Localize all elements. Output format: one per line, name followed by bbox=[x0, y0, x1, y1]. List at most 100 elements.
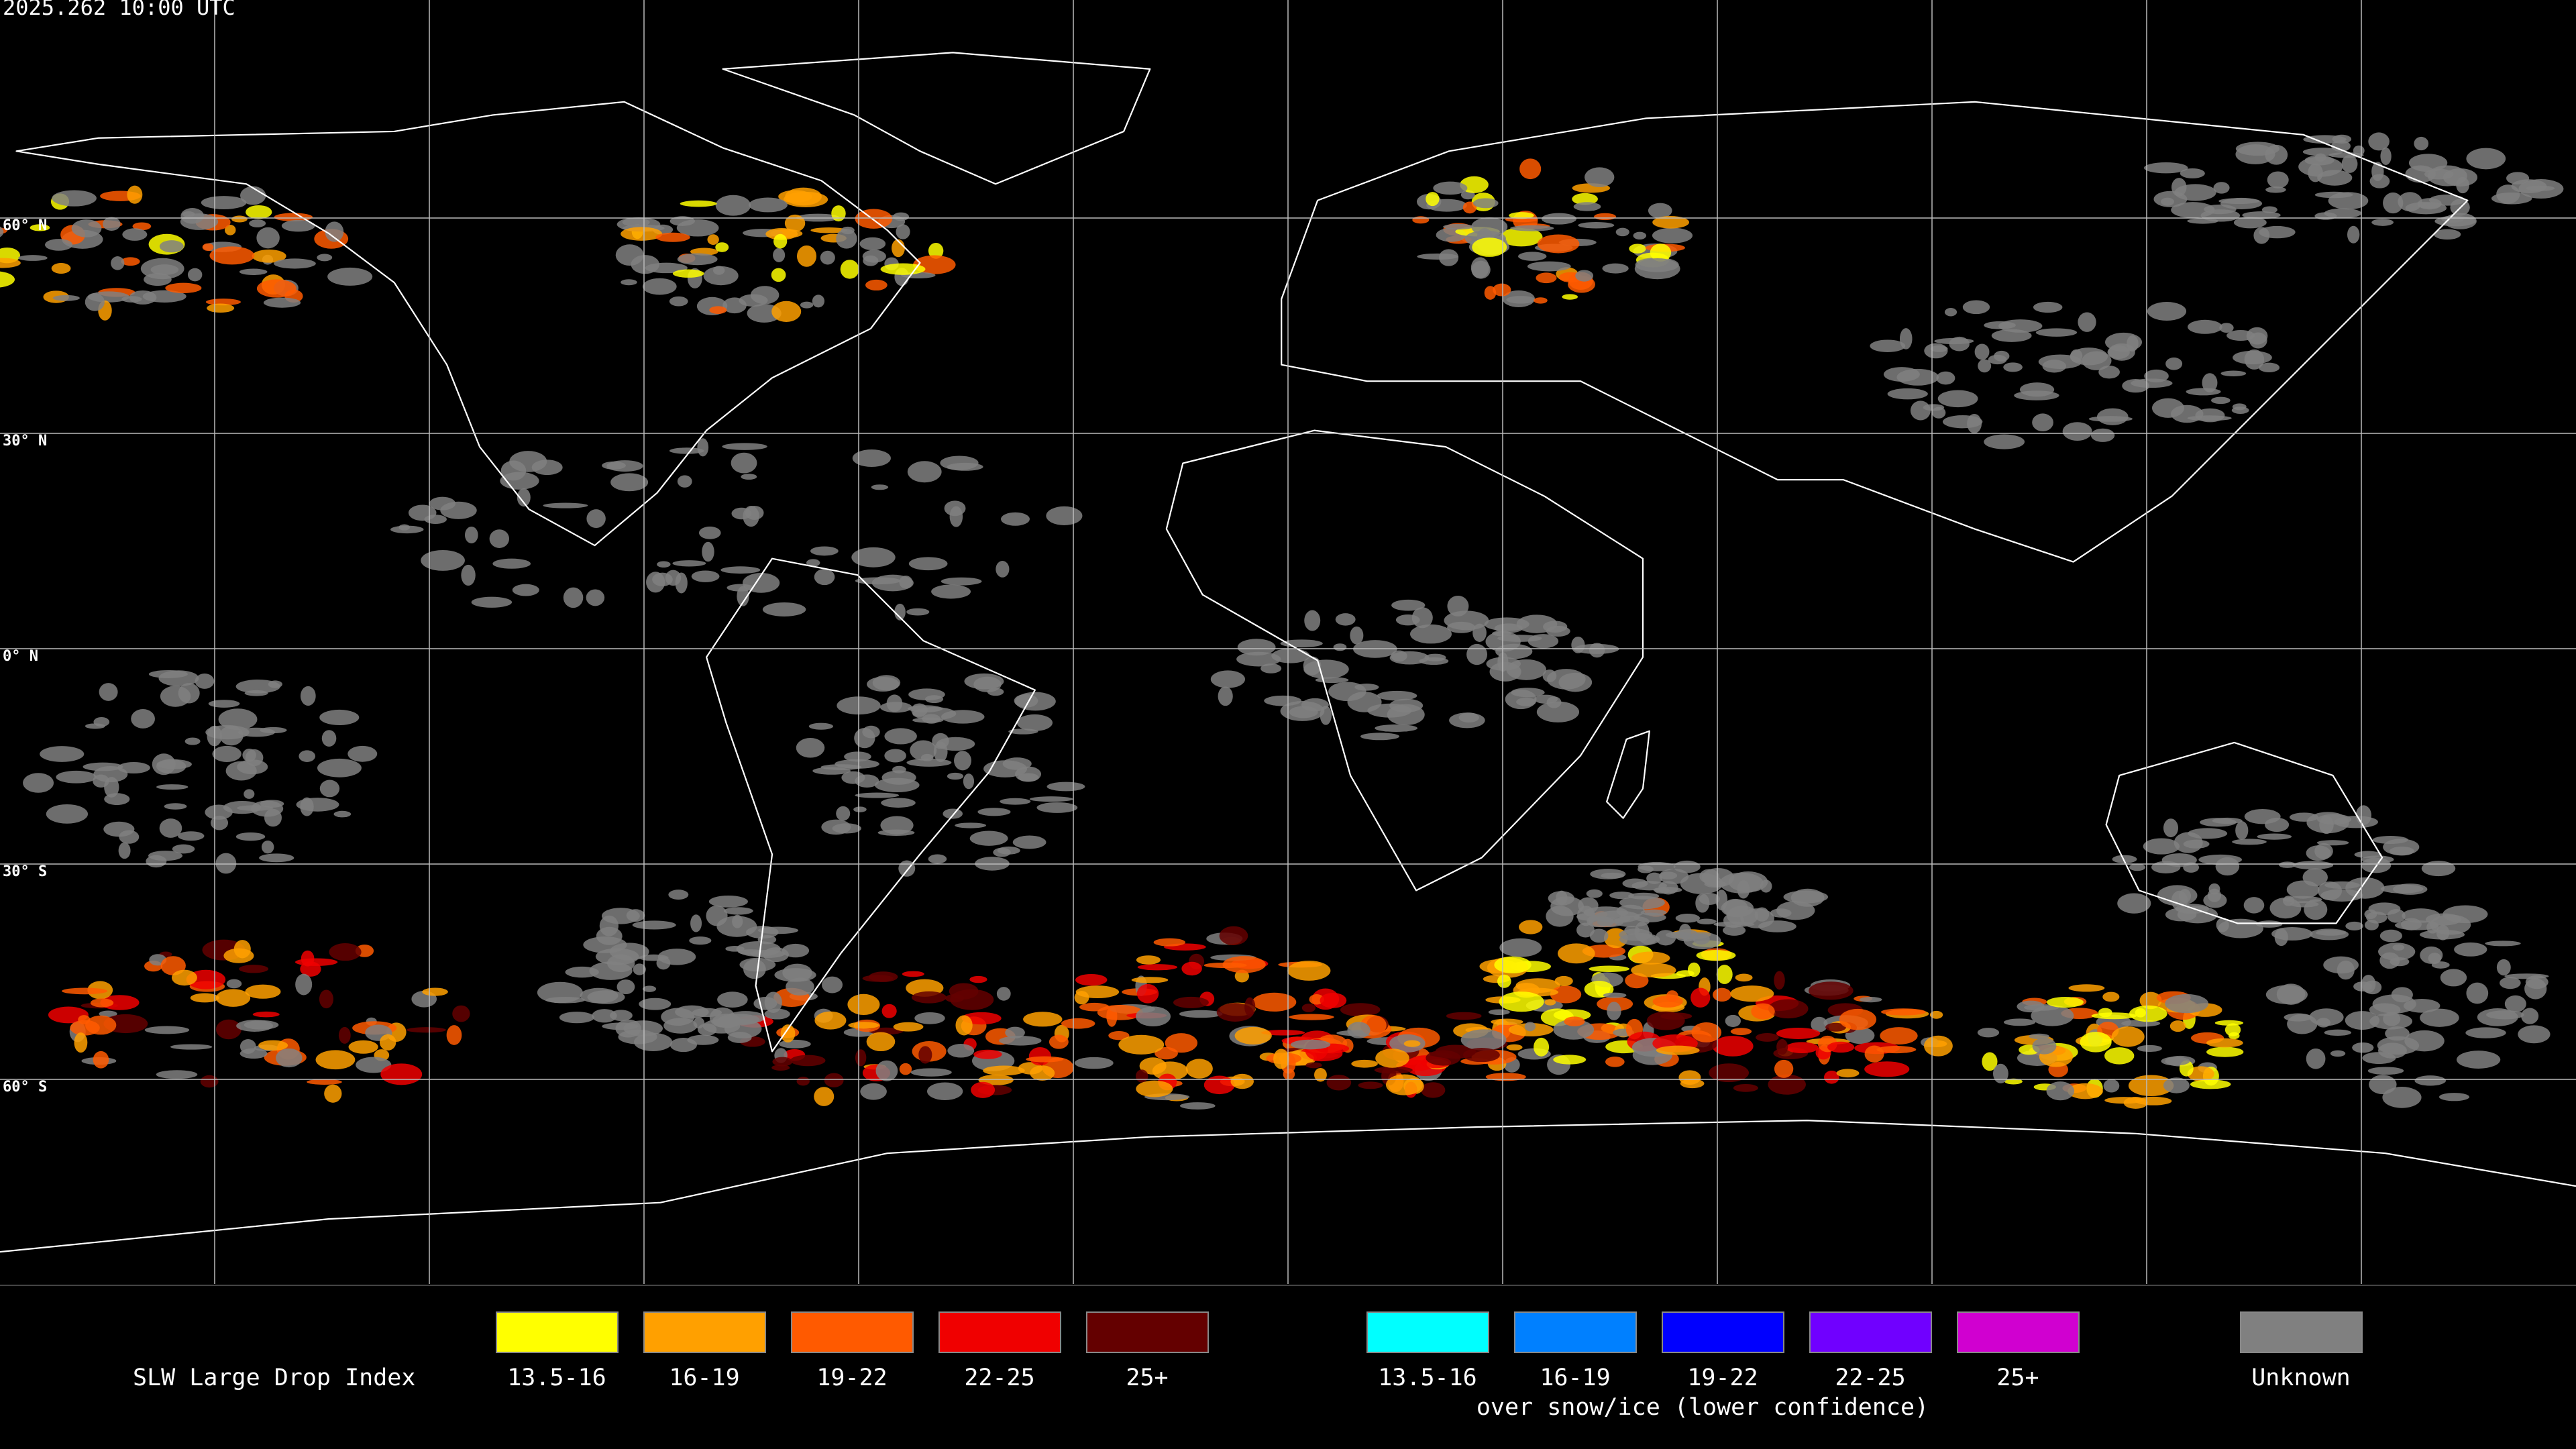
cloud-patch bbox=[1506, 296, 1536, 304]
cloud-patch bbox=[855, 209, 893, 229]
cloud-patch bbox=[1864, 1061, 1910, 1077]
cloud-patch bbox=[2104, 1047, 2135, 1065]
cloud-patch bbox=[1870, 339, 1906, 352]
cloud-patch bbox=[2369, 1013, 2413, 1030]
cloud-patch bbox=[1173, 996, 1209, 1008]
cloud-patch bbox=[616, 979, 635, 995]
legend-swatch bbox=[496, 1311, 619, 1353]
cloud-patch bbox=[1553, 1019, 1595, 1040]
cloud-patch bbox=[1446, 1012, 1482, 1020]
cloud-patch bbox=[2417, 198, 2442, 210]
cloud-patch bbox=[796, 1076, 810, 1086]
cloud-patch bbox=[164, 803, 187, 810]
cloud-patch bbox=[847, 994, 880, 1016]
cloud-patch bbox=[2122, 378, 2150, 393]
cloud-patch bbox=[899, 1063, 912, 1075]
cloud-patch bbox=[672, 560, 706, 567]
cloud-patch bbox=[1536, 272, 1557, 284]
cloud-patch bbox=[806, 559, 820, 567]
cloud-patch bbox=[1466, 643, 1488, 665]
cloud-patch bbox=[762, 602, 806, 616]
cloud-patch bbox=[881, 1004, 897, 1018]
cloud-patch bbox=[987, 688, 1004, 696]
cloud-patch bbox=[2226, 330, 2255, 341]
cloud-patch bbox=[1234, 1026, 1272, 1044]
cloud-patch bbox=[2500, 977, 2521, 989]
cloud-patch bbox=[150, 264, 179, 275]
cloud-patch bbox=[1518, 252, 1547, 261]
graticule bbox=[0, 0, 2576, 1284]
cloud-patch bbox=[708, 895, 748, 908]
cloud-patch bbox=[195, 674, 215, 689]
cloud-patch bbox=[274, 213, 313, 221]
cloud-patch bbox=[2345, 921, 2363, 930]
cloud-patch bbox=[212, 745, 241, 762]
cloud-patch bbox=[1499, 938, 1542, 957]
cloud-patch bbox=[559, 1012, 594, 1024]
cloud-patch bbox=[1463, 1047, 1500, 1063]
cloud-patch bbox=[317, 758, 362, 777]
cloud-patch bbox=[2070, 347, 2108, 366]
cloud-patch bbox=[2231, 407, 2249, 414]
cloud-patch bbox=[563, 587, 584, 608]
cloud-patch bbox=[1824, 1071, 1839, 1084]
cloud-patch bbox=[1537, 234, 1580, 254]
cloud-patch bbox=[1524, 1022, 1536, 1032]
cloud-patch bbox=[689, 936, 712, 945]
lat-label: 30° S bbox=[3, 863, 47, 880]
cloud-patch bbox=[2200, 818, 2237, 827]
cloud-patch bbox=[1018, 773, 1039, 782]
cloud-patch bbox=[2004, 1078, 2023, 1085]
cloud-patch bbox=[944, 500, 966, 517]
cloud-patch bbox=[2496, 959, 2511, 976]
cloud-patch bbox=[1203, 962, 1247, 969]
cloud-patch bbox=[1622, 878, 1648, 889]
cloud-patch bbox=[1340, 1003, 1381, 1017]
cloud-patch bbox=[731, 452, 757, 474]
cloud-patch bbox=[1697, 918, 1717, 924]
cloud-patch bbox=[1472, 237, 1507, 257]
cloud-patch bbox=[610, 473, 649, 492]
cloud-patch bbox=[1809, 981, 1854, 1000]
cloud-patch bbox=[1046, 506, 1083, 525]
cloud-patch bbox=[741, 474, 757, 480]
cloud-patch bbox=[855, 792, 900, 798]
cloud-patch bbox=[2033, 301, 2063, 313]
cloud-patch bbox=[281, 219, 315, 232]
cloud-patch bbox=[2371, 162, 2384, 182]
cloud-patch bbox=[1509, 212, 1534, 219]
cloud-patch bbox=[2208, 883, 2220, 895]
cloud-patch bbox=[2171, 178, 2187, 197]
cloud-patch bbox=[1153, 938, 1186, 947]
cloud-patch bbox=[2302, 148, 2343, 156]
cloud-patch bbox=[2378, 943, 2416, 961]
cloud-patch bbox=[690, 914, 702, 932]
cloud-patch bbox=[1931, 407, 1946, 419]
cloud-patch bbox=[1962, 300, 1990, 315]
cloud-patch bbox=[831, 205, 846, 222]
cloud-patch bbox=[1210, 670, 1246, 688]
cloud-patch bbox=[2276, 983, 2306, 1005]
cloud-patch bbox=[633, 963, 646, 975]
cloud-patch bbox=[1036, 802, 1078, 813]
cloud-patch bbox=[1760, 879, 1772, 893]
cloud-patch bbox=[429, 496, 456, 511]
cloud-patch bbox=[592, 1009, 617, 1023]
cloud-patch bbox=[2102, 991, 2120, 1002]
cloud-patch bbox=[259, 853, 294, 863]
cloud-patch bbox=[955, 822, 987, 828]
cloud-patch bbox=[2521, 1008, 2539, 1024]
cloud-patch bbox=[2206, 1038, 2243, 1048]
cloud-patch bbox=[2443, 168, 2478, 186]
cloud-patch bbox=[2466, 148, 2506, 170]
cloud-patch bbox=[1733, 1083, 1758, 1092]
cloud-patch bbox=[773, 248, 786, 262]
cloud-patch bbox=[1350, 626, 1364, 645]
cloud-patch bbox=[1271, 648, 1310, 663]
cloud-patch bbox=[814, 1087, 835, 1106]
cloud-patch bbox=[2319, 815, 2334, 835]
cloud-patch bbox=[2046, 996, 2084, 1008]
cloud-patch bbox=[943, 808, 963, 819]
cloud-patch bbox=[156, 1070, 198, 1079]
cloud-patch bbox=[941, 710, 985, 724]
